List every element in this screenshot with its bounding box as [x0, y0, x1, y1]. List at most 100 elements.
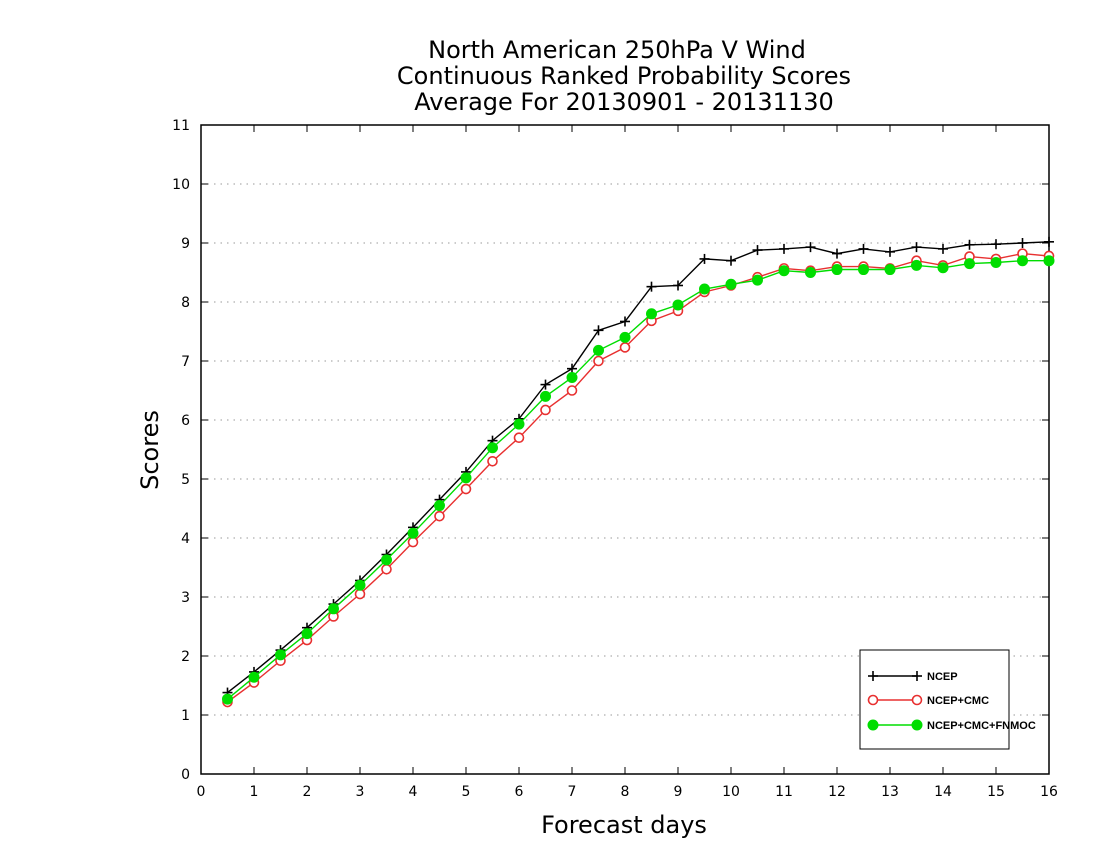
- data-point-ncep-cmc-fnmoc: [990, 256, 1002, 268]
- x-tick-label: 1: [250, 784, 259, 800]
- y-tick-label: 9: [181, 236, 190, 252]
- data-point-ncep: [620, 316, 630, 327]
- data-point-ncep: [805, 242, 816, 253]
- data-point-ncep: [938, 243, 948, 254]
- y-tick-label: 2: [181, 649, 190, 665]
- data-point-ncep-cmc-fnmoc: [884, 264, 896, 276]
- legend-item-ncep-cmc-fnmoc: NCEP+CMC+FNMOC: [867, 719, 1036, 732]
- x-tick-label: 12: [828, 784, 846, 800]
- data-point-ncep-cmc-fnmoc: [301, 628, 313, 640]
- data-point-ncep-cmc-fnmoc: [672, 299, 684, 311]
- series-ncep: [222, 236, 1054, 698]
- data-point-ncep: [646, 281, 657, 292]
- x-tick-label: 15: [987, 784, 1005, 800]
- data-point-ncep-cmc: [566, 385, 578, 396]
- legend-marker: [912, 671, 922, 681]
- data-point-ncep: [779, 243, 789, 254]
- x-tick-label: 8: [621, 784, 630, 800]
- data-point-ncep-cmc: [540, 404, 551, 416]
- data-point-ncep-cmc-fnmoc: [222, 693, 233, 705]
- legend-item-ncep: NCEP: [868, 671, 958, 683]
- x-tick-label: 5: [462, 784, 471, 800]
- x-tick-label: 6: [515, 784, 524, 800]
- legend: NCEP NCEP+CMC NCEP+CMC+FNMOC: [859, 649, 1036, 750]
- data-point-ncep-cmc-fnmoc: [911, 259, 922, 271]
- data-point-ncep-cmc: [619, 342, 631, 353]
- y-tick-label: 4: [181, 531, 190, 547]
- y-tick-label: 8: [181, 295, 190, 311]
- data-point-ncep-cmc-fnmoc: [858, 264, 869, 276]
- data-point-ncep: [911, 242, 922, 253]
- y-tick-label: 11: [172, 118, 190, 134]
- y-tick-label: 10: [172, 177, 190, 193]
- data-point-ncep: [673, 280, 683, 291]
- data-point-ncep-cmc-fnmoc: [1043, 255, 1055, 267]
- legend-item-ncep-cmc: NCEP+CMC: [867, 694, 989, 707]
- chart-title-line-1: North American 250hPa V Wind: [428, 36, 806, 64]
- gridlines: [201, 183, 1049, 716]
- x-tick-label: 2: [303, 784, 312, 800]
- chart-title-line-3: Average For 20130901 - 20131130: [414, 88, 834, 116]
- legend-label: NCEP: [927, 671, 958, 683]
- legend-label: NCEP+CMC+FNMOC: [927, 720, 1036, 732]
- data-point-ncep-cmc-fnmoc: [725, 278, 737, 290]
- y-tick-label: 1: [181, 708, 190, 724]
- data-point-ncep-cmc: [381, 563, 392, 575]
- chart-title-line-2: Continuous Ranked Probability Scores: [397, 62, 851, 90]
- data-point-ncep-cmc: [513, 432, 525, 444]
- legend-label: NCEP+CMC: [927, 695, 989, 707]
- data-point-ncep-cmc: [593, 355, 604, 367]
- data-point-ncep-cmc: [407, 536, 419, 548]
- data-point-ncep: [593, 325, 604, 336]
- data-point-ncep-cmc-fnmoc: [593, 344, 604, 356]
- data-point-ncep-cmc-fnmoc: [566, 372, 578, 384]
- data-point-ncep: [726, 255, 736, 266]
- data-point-ncep: [567, 363, 577, 374]
- data-point-ncep-cmc-fnmoc: [964, 258, 975, 270]
- data-point-ncep: [1017, 238, 1028, 248]
- data-point-ncep: [752, 245, 763, 256]
- x-tick-label: 9: [674, 784, 683, 800]
- data-point-ncep-cmc-fnmoc: [619, 331, 631, 343]
- x-tick-label: 14: [934, 784, 952, 800]
- legend-marker: [867, 719, 879, 731]
- series-line-ncep: [227, 241, 1050, 694]
- legend-marker: [911, 694, 923, 706]
- data-point-ncep-cmc-fnmoc: [1017, 255, 1028, 267]
- series-line-ncep-cmc: [227, 252, 1050, 703]
- series-ncep-cmc-fnmoc: [222, 255, 1055, 705]
- data-point-ncep: [540, 379, 551, 390]
- data-point-ncep: [964, 239, 975, 250]
- data-point-ncep-cmc-fnmoc: [248, 671, 260, 683]
- data-point-ncep: [991, 239, 1001, 250]
- y-axis-label: Scores: [136, 410, 164, 490]
- y-tick-label: 5: [181, 472, 190, 488]
- data-point-ncep-cmc-fnmoc: [460, 472, 472, 484]
- series-ncep-cmc: [222, 248, 1055, 708]
- x-tick-label: 13: [881, 784, 899, 800]
- y-tick-label: 6: [181, 413, 190, 429]
- y-tick-label: 3: [181, 590, 190, 606]
- legend-marker: [868, 671, 878, 681]
- data-point-ncep-cmc-fnmoc: [646, 308, 657, 320]
- data-point-ncep-cmc-fnmoc: [487, 442, 498, 454]
- legend-marker: [867, 694, 879, 706]
- data-point-ncep-cmc-fnmoc: [407, 527, 419, 539]
- data-point-ncep-cmc-fnmoc: [540, 390, 551, 402]
- data-point-ncep-cmc-fnmoc: [937, 262, 949, 274]
- y-tick-label: 0: [181, 767, 190, 783]
- y-tick-label: 7: [181, 354, 190, 370]
- data-point-ncep-cmc-fnmoc: [805, 267, 816, 278]
- data-point-ncep-cmc-fnmoc: [275, 649, 286, 661]
- series-layer: [222, 236, 1055, 708]
- data-point-ncep: [699, 253, 710, 264]
- data-point-ncep-cmc-fnmoc: [752, 274, 763, 286]
- x-tick-label: 16: [1040, 784, 1058, 800]
- data-point-ncep: [1044, 236, 1054, 247]
- data-point-ncep: [832, 248, 842, 259]
- x-axis-label: Forecast days: [541, 811, 707, 839]
- data-point-ncep-cmc-fnmoc: [381, 554, 392, 566]
- x-tick-label: 11: [775, 784, 793, 800]
- data-point-ncep-cmc: [434, 510, 445, 522]
